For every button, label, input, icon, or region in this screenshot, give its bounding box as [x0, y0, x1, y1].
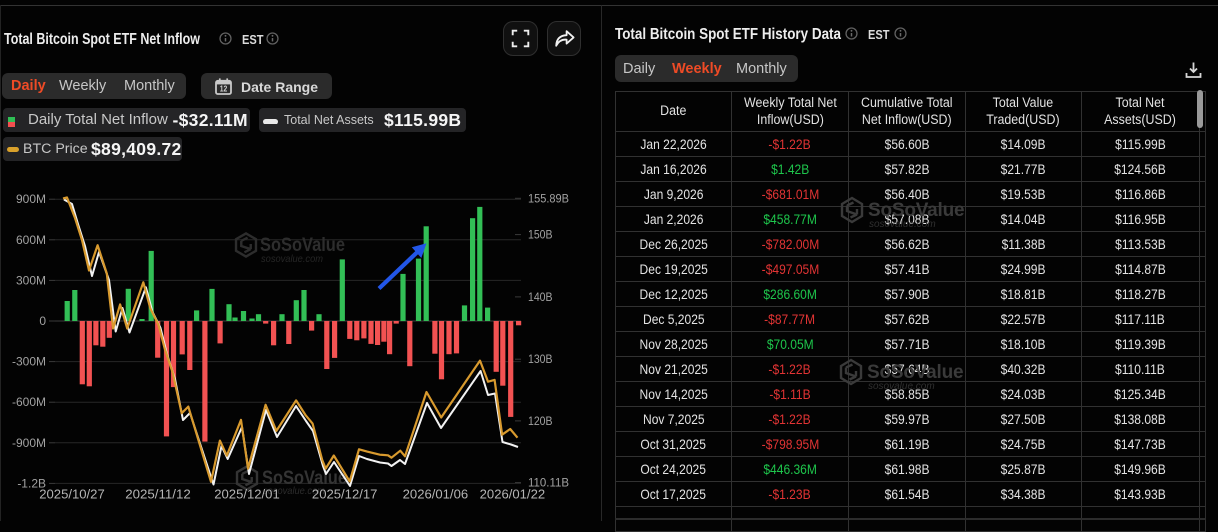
- svg-text:0: 0: [39, 314, 46, 328]
- svg-text:130B: 130B: [528, 352, 553, 366]
- svg-text:-1.2B: -1.2B: [17, 476, 46, 490]
- svg-text:SoSoValue: SoSoValue: [867, 362, 963, 383]
- svg-text:-600M: -600M: [12, 395, 46, 409]
- svg-text:900M: 900M: [16, 192, 46, 206]
- svg-text:600M: 600M: [16, 233, 46, 247]
- svg-text:sosovalue.com: sosovalue.com: [261, 253, 323, 265]
- svg-text:300M: 300M: [16, 273, 46, 287]
- svg-text:120B: 120B: [528, 414, 553, 428]
- svg-text:2026/01/22: 2026/01/22: [480, 487, 546, 502]
- svg-text:2025/11/12: 2025/11/12: [125, 487, 191, 502]
- svg-text:SoSoValue: SoSoValue: [868, 200, 964, 221]
- svg-text:sosovalue.com: sosovalue.com: [868, 381, 935, 392]
- svg-text:155.89B: 155.89B: [528, 191, 569, 205]
- svg-text:2025/10/27: 2025/10/27: [39, 487, 105, 502]
- svg-text:-900M: -900M: [12, 436, 46, 450]
- svg-text:sosovalue.com: sosovalue.com: [869, 219, 936, 230]
- svg-text:110.11B: 110.11B: [528, 476, 569, 490]
- svg-text:2026/01/06: 2026/01/06: [403, 487, 469, 502]
- svg-text:150B: 150B: [528, 228, 553, 242]
- svg-text:SoSoValue: SoSoValue: [260, 235, 345, 256]
- svg-text:12: 12: [220, 85, 228, 94]
- svg-text:2025/12/17: 2025/12/17: [312, 487, 378, 502]
- svg-text:140B: 140B: [528, 290, 553, 304]
- svg-text:-300M: -300M: [12, 355, 46, 369]
- svg-text:sosovalue.com: sosovalue.com: [263, 485, 325, 497]
- svg-text:2025/12/01: 2025/12/01: [214, 487, 280, 502]
